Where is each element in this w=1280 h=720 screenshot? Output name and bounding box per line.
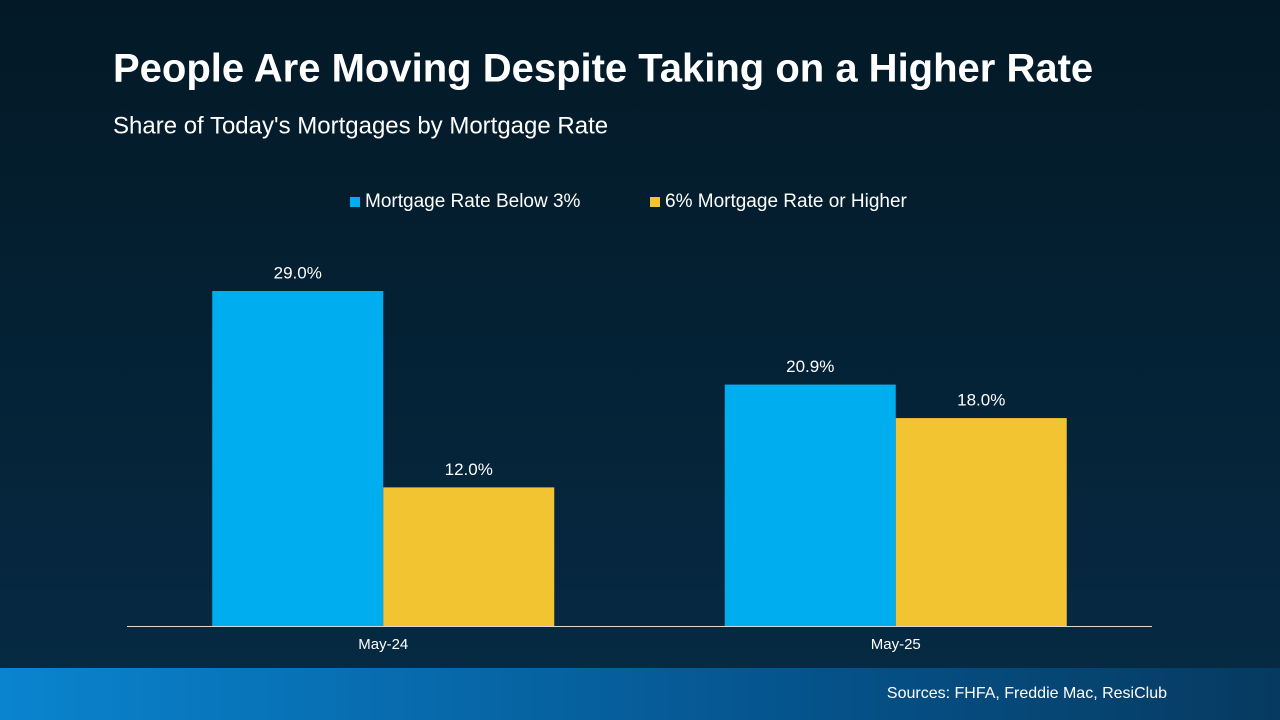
legend-swatch — [650, 197, 660, 207]
x-tick-label: May-24 — [358, 636, 408, 653]
value-label: 18.0% — [957, 391, 1005, 410]
legend-swatch — [350, 197, 360, 207]
bar — [724, 384, 896, 626]
value-label: 12.0% — [445, 460, 493, 479]
bar — [895, 418, 1067, 626]
chart-title: People Are Moving Despite Taking on a Hi… — [113, 47, 1093, 91]
chart-subtitle: Share of Today's Mortgages by Mortgage R… — [113, 112, 608, 139]
bar — [212, 291, 384, 626]
value-label: 20.9% — [786, 357, 834, 376]
legend-label: Mortgage Rate Below 3% — [365, 191, 581, 212]
x-tick-label: May-25 — [871, 636, 921, 653]
value-label: 29.0% — [274, 263, 322, 282]
legend-label: 6% Mortgage Rate or Higher — [665, 191, 908, 212]
source-note: Sources: FHFA, Freddie Mac, ResiClub — [887, 685, 1167, 702]
bar — [383, 487, 555, 626]
footer-bar — [0, 668, 1280, 720]
